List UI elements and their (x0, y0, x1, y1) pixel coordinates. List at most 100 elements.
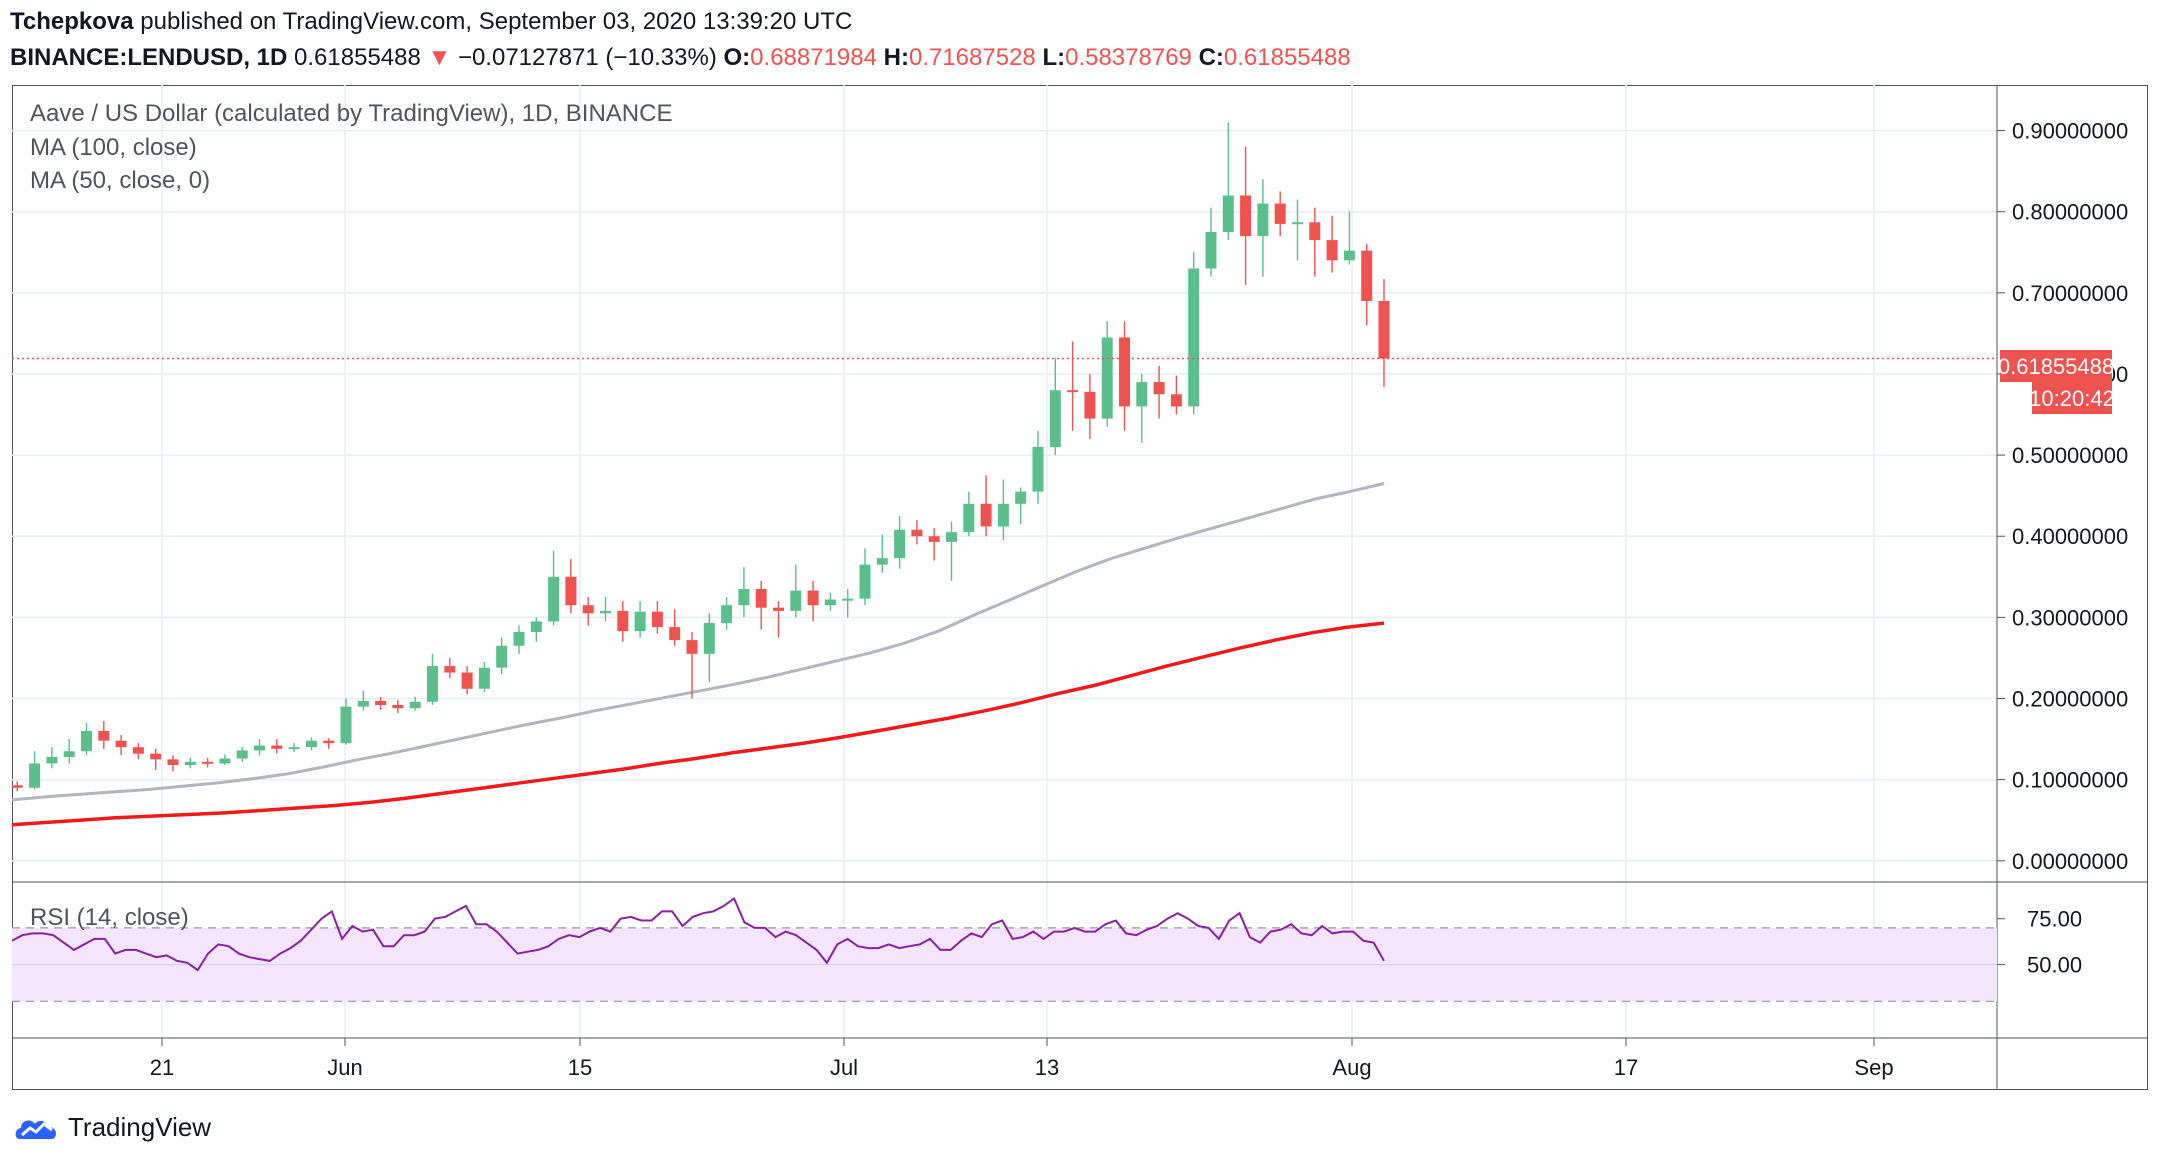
candle-down (1326, 240, 1338, 261)
high-value: 0.71687528 (908, 44, 1036, 71)
grid-lines (12, 85, 1997, 1038)
candle-down (461, 672, 473, 689)
price-axis[interactable]: 0.900000000.800000000.700000000.60000000… (1997, 119, 2128, 874)
candle-down (1084, 391, 1096, 419)
low-label: L: (1042, 44, 1066, 71)
low-value: 0.58378769 (1065, 44, 1192, 71)
rsi-axis-label: 50.00 (2027, 953, 2082, 978)
chart-area[interactable]: Aave / US Dollar (calculated by TradingV… (12, 85, 2148, 1090)
candle-up (1015, 491, 1027, 504)
candle-up (427, 666, 438, 702)
time-axis-label: 21 (150, 1055, 174, 1080)
bar-countdown: 10:20:42 (2029, 386, 2115, 411)
candle-down (755, 588, 767, 608)
footer-brand: TradingView (68, 1112, 212, 1142)
symbol-label: BINANCE:LENDUSD, 1D (10, 44, 288, 71)
open-value: 0.68871984 (750, 44, 877, 71)
tradingview-cloud-icon (15, 1120, 57, 1139)
candle-up (1343, 250, 1355, 261)
candle-down (928, 536, 940, 542)
legend-rsi[interactable]: RSI (14, close) (30, 904, 189, 931)
candle-down (12, 785, 23, 788)
candle-down (150, 753, 162, 760)
candle-down (582, 605, 594, 614)
time-axis-label: 15 (568, 1055, 592, 1080)
last-price: 0.61855488 (294, 44, 421, 71)
candle-up (357, 700, 369, 707)
candle-down (1240, 195, 1252, 237)
candle-down (375, 700, 387, 705)
candle-up (513, 631, 525, 646)
time-axis-label: Jul (830, 1055, 858, 1080)
price-axis-label: 0.50000000 (2012, 443, 2128, 468)
candle-up (842, 598, 854, 601)
candle-up (496, 645, 508, 668)
legend-title[interactable]: Aave / US Dollar (calculated by TradingV… (30, 100, 672, 127)
candle-up (1292, 222, 1303, 225)
candle-down (115, 740, 127, 748)
price-axis-label: 0.90000000 (2012, 119, 2128, 144)
rsi-pane[interactable]: RSI (14, close) 75.00 50.00 (12, 896, 2082, 1002)
candle-up (997, 503, 1009, 527)
chart-legend: Aave / US Dollar (calculated by TradingV… (30, 100, 672, 194)
price-tag-value: 0.61855488 (1998, 354, 2114, 379)
candle-up (963, 503, 975, 533)
time-axis-label: 13 (1035, 1055, 1059, 1080)
candle-down (323, 740, 335, 744)
candle-down (1067, 390, 1079, 393)
open-label: O: (723, 44, 751, 71)
candle-down (1274, 203, 1286, 224)
price-axis-label: 0.10000000 (2012, 768, 2128, 793)
candle-down (202, 761, 214, 764)
time-axis-label: Aug (1332, 1055, 1371, 1080)
price-axis-label: 0.20000000 (2012, 687, 2128, 712)
candle-up (703, 623, 715, 654)
candle-up (219, 758, 231, 764)
legend-ma50[interactable]: MA (50, close, 0) (30, 167, 210, 194)
candle-up (1257, 203, 1269, 237)
rsi-axis: 75.00 50.00 (1997, 907, 2082, 978)
candle-up (1136, 382, 1148, 407)
candle-down (565, 576, 577, 606)
ma100-line (12, 482, 1385, 802)
candle-up (1049, 390, 1061, 447)
high-label: H: (883, 44, 909, 71)
tradingview-logo[interactable]: TradingView (14, 1112, 211, 1143)
legend-ma100[interactable]: MA (100, close) (30, 134, 197, 161)
candle-down (271, 745, 283, 749)
candle-up (29, 763, 41, 788)
candle-down (773, 607, 784, 611)
time-axis-label: 17 (1614, 1055, 1638, 1080)
price-pane[interactable] (12, 122, 1997, 838)
candle-down (911, 529, 923, 537)
chart-border (12, 85, 2148, 1090)
candle-up (409, 701, 421, 709)
last-price-tag: 0.61855488 10:20:42 (1998, 350, 2115, 414)
candle-down (444, 666, 456, 673)
time-axis[interactable]: 21 Jun 15 Jul 13 Aug 17 Sep (150, 1038, 1894, 1080)
ma50-polyline (12, 621, 1385, 827)
candle-down (98, 730, 110, 741)
candle-down (1378, 300, 1390, 359)
candle-down (392, 704, 404, 709)
candle-up (1205, 231, 1217, 269)
candle-up (46, 756, 58, 764)
candle-down (1170, 394, 1182, 407)
candle-down (617, 610, 629, 632)
candle-up (738, 588, 750, 606)
author-name[interactable]: Tchepkova (10, 8, 134, 35)
close-label: C: (1198, 44, 1224, 71)
candle-up (946, 532, 957, 542)
candle-down (651, 611, 663, 628)
price-axis-label: 0.40000000 (2012, 524, 2128, 549)
rsi-line (12, 896, 1385, 972)
candle-up (721, 605, 733, 624)
down-arrow-icon: ▼ (427, 44, 452, 71)
candle-up (254, 745, 265, 751)
price-axis-label: 0.80000000 (2012, 200, 2128, 225)
candle-up (876, 558, 888, 565)
candle-up (81, 730, 92, 752)
candle-down (1309, 222, 1321, 241)
candle-down (167, 759, 179, 766)
countdown-bg (2032, 382, 2112, 414)
